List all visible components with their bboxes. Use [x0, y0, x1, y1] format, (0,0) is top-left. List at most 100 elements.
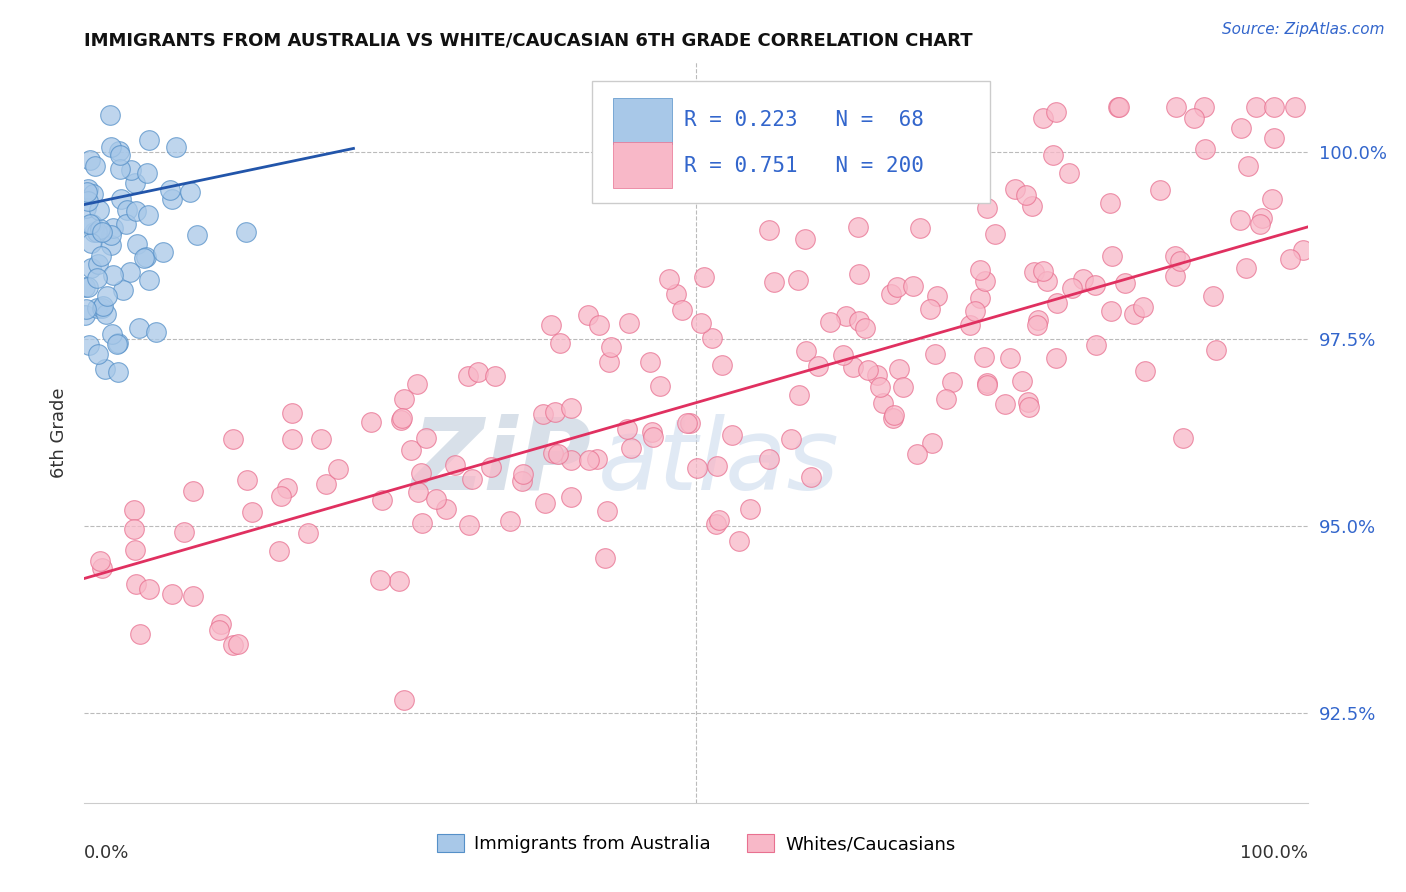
- Point: [1045, 351, 1067, 365]
- Point: [872, 395, 894, 409]
- Point: [461, 472, 484, 486]
- Point: [994, 396, 1017, 410]
- Point: [658, 272, 681, 286]
- Point: [1284, 100, 1306, 114]
- Point: [692, 270, 714, 285]
- Point: [125, 237, 148, 252]
- Point: [96, 289, 118, 303]
- Point: [1057, 166, 1080, 180]
- Point: [969, 263, 991, 277]
- Point: [510, 474, 533, 488]
- Point: [676, 417, 699, 431]
- Point: [1202, 288, 1225, 302]
- Point: [1237, 159, 1260, 173]
- Point: [593, 550, 616, 565]
- Point: [1084, 278, 1107, 293]
- Point: [226, 637, 249, 651]
- Point: [311, 432, 333, 446]
- Point: [1018, 400, 1040, 414]
- Point: [425, 491, 447, 506]
- Point: [689, 317, 711, 331]
- Point: [758, 223, 780, 237]
- Point: [1101, 249, 1123, 263]
- Point: [588, 318, 610, 332]
- Point: [75, 201, 97, 215]
- FancyBboxPatch shape: [613, 143, 672, 188]
- Point: [935, 146, 957, 161]
- Point: [159, 183, 181, 197]
- Point: [111, 283, 134, 297]
- Point: [998, 351, 1021, 365]
- Legend: Immigrants from Australia, Whites/Caucasians: Immigrants from Australia, Whites/Caucas…: [429, 827, 963, 861]
- Point: [270, 489, 292, 503]
- Point: [1164, 269, 1187, 284]
- Point: [616, 422, 638, 436]
- Point: [122, 503, 145, 517]
- Point: [1036, 274, 1059, 288]
- Point: [787, 273, 810, 287]
- Point: [208, 623, 231, 637]
- Point: [1149, 183, 1171, 197]
- Point: [1099, 196, 1122, 211]
- Point: [976, 376, 998, 391]
- Point: [1015, 187, 1038, 202]
- Point: [467, 365, 489, 379]
- Point: [281, 433, 304, 447]
- Text: ZiP: ZiP: [412, 414, 592, 511]
- Point: [91, 299, 114, 313]
- Y-axis label: 6th Grade: 6th Grade: [49, 387, 67, 478]
- Point: [831, 348, 853, 362]
- Point: [1194, 142, 1216, 156]
- Point: [886, 280, 908, 294]
- Point: [973, 350, 995, 364]
- Point: [721, 427, 744, 442]
- Point: [665, 286, 688, 301]
- Point: [82, 187, 104, 202]
- Point: [370, 492, 392, 507]
- Point: [641, 430, 664, 444]
- Point: [728, 533, 751, 548]
- Point: [128, 320, 150, 334]
- Point: [640, 425, 662, 439]
- Point: [578, 452, 600, 467]
- Point: [889, 361, 911, 376]
- Point: [179, 186, 201, 200]
- Point: [973, 274, 995, 288]
- Point: [969, 291, 991, 305]
- Point: [457, 369, 479, 384]
- Point: [848, 314, 870, 328]
- Point: [924, 347, 946, 361]
- Point: [79, 153, 101, 167]
- Point: [1261, 192, 1284, 206]
- Point: [138, 132, 160, 146]
- Point: [787, 388, 810, 402]
- Point: [512, 467, 534, 481]
- Point: [160, 192, 183, 206]
- Point: [710, 358, 733, 372]
- FancyBboxPatch shape: [613, 98, 672, 144]
- Point: [544, 405, 567, 419]
- Point: [110, 148, 132, 162]
- Point: [846, 219, 869, 234]
- Point: [394, 693, 416, 707]
- Point: [905, 447, 928, 461]
- Point: [394, 392, 416, 407]
- Text: 0.0%: 0.0%: [84, 844, 129, 862]
- Point: [1011, 374, 1033, 388]
- Point: [671, 302, 693, 317]
- Point: [758, 451, 780, 466]
- Point: [1164, 100, 1187, 114]
- Point: [145, 325, 167, 339]
- Point: [136, 166, 159, 180]
- Point: [183, 589, 205, 603]
- Point: [1249, 217, 1271, 231]
- Point: [75, 302, 97, 317]
- Point: [531, 407, 554, 421]
- Point: [125, 204, 148, 219]
- Point: [411, 516, 433, 531]
- Point: [534, 496, 557, 510]
- Point: [90, 249, 112, 263]
- Point: [1192, 100, 1215, 114]
- Point: [181, 484, 204, 499]
- Point: [415, 431, 437, 445]
